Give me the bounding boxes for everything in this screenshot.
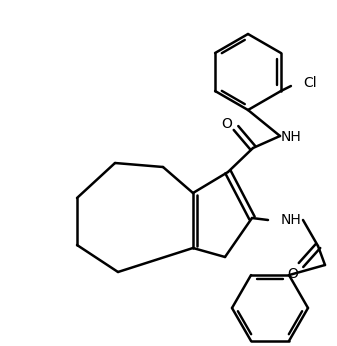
- Text: O: O: [287, 267, 299, 281]
- Text: O: O: [221, 117, 233, 131]
- Text: NH: NH: [281, 130, 301, 144]
- Text: Cl: Cl: [303, 76, 316, 90]
- Text: NH: NH: [281, 213, 301, 227]
